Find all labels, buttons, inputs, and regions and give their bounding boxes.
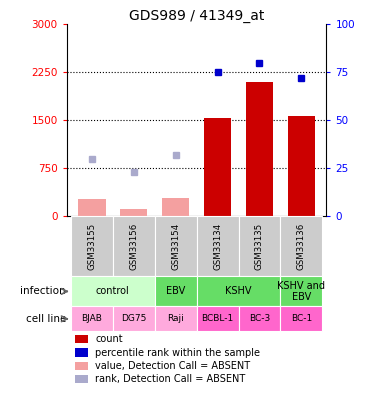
Text: KSHV: KSHV — [225, 286, 252, 296]
Text: cell line: cell line — [26, 314, 66, 324]
Bar — [71, 276, 155, 307]
Text: value, Detection Call = ABSENT: value, Detection Call = ABSENT — [95, 361, 250, 371]
Bar — [280, 216, 322, 276]
Bar — [113, 216, 155, 276]
Text: percentile rank within the sample: percentile rank within the sample — [95, 347, 260, 358]
Bar — [280, 307, 322, 331]
Bar — [78, 199, 105, 216]
Bar — [197, 276, 280, 307]
Bar — [155, 216, 197, 276]
Text: DG75: DG75 — [121, 314, 147, 323]
Bar — [75, 375, 88, 383]
Bar — [204, 118, 231, 216]
Bar — [155, 276, 197, 307]
Bar — [75, 335, 88, 343]
Text: GSM33156: GSM33156 — [129, 223, 138, 270]
Text: GSM33154: GSM33154 — [171, 223, 180, 270]
Bar — [197, 307, 239, 331]
Text: Raji: Raji — [167, 314, 184, 323]
Bar — [71, 216, 113, 276]
Title: GDS989 / 41349_at: GDS989 / 41349_at — [129, 9, 264, 23]
Text: KSHV and
EBV: KSHV and EBV — [278, 281, 325, 302]
Bar — [197, 216, 239, 276]
Text: BC-1: BC-1 — [291, 314, 312, 323]
Text: control: control — [96, 286, 130, 296]
Bar — [246, 82, 273, 216]
Bar — [75, 348, 88, 357]
Text: BJAB: BJAB — [82, 314, 102, 323]
Text: GSM33155: GSM33155 — [88, 223, 96, 270]
Text: GSM33136: GSM33136 — [297, 223, 306, 270]
Bar — [71, 307, 113, 331]
Text: BCBL-1: BCBL-1 — [201, 314, 234, 323]
Text: BC-3: BC-3 — [249, 314, 270, 323]
Text: GSM33135: GSM33135 — [255, 223, 264, 270]
Bar — [288, 116, 315, 216]
Bar — [239, 216, 280, 276]
Text: infection: infection — [20, 286, 66, 296]
Text: count: count — [95, 335, 123, 344]
Text: GSM33134: GSM33134 — [213, 223, 222, 270]
Bar — [120, 209, 147, 216]
Text: EBV: EBV — [166, 286, 185, 296]
Bar — [75, 362, 88, 370]
Bar — [155, 307, 197, 331]
Text: rank, Detection Call = ABSENT: rank, Detection Call = ABSENT — [95, 374, 246, 384]
Bar — [162, 198, 189, 216]
Bar — [280, 276, 322, 307]
Bar — [113, 307, 155, 331]
Bar — [239, 307, 280, 331]
